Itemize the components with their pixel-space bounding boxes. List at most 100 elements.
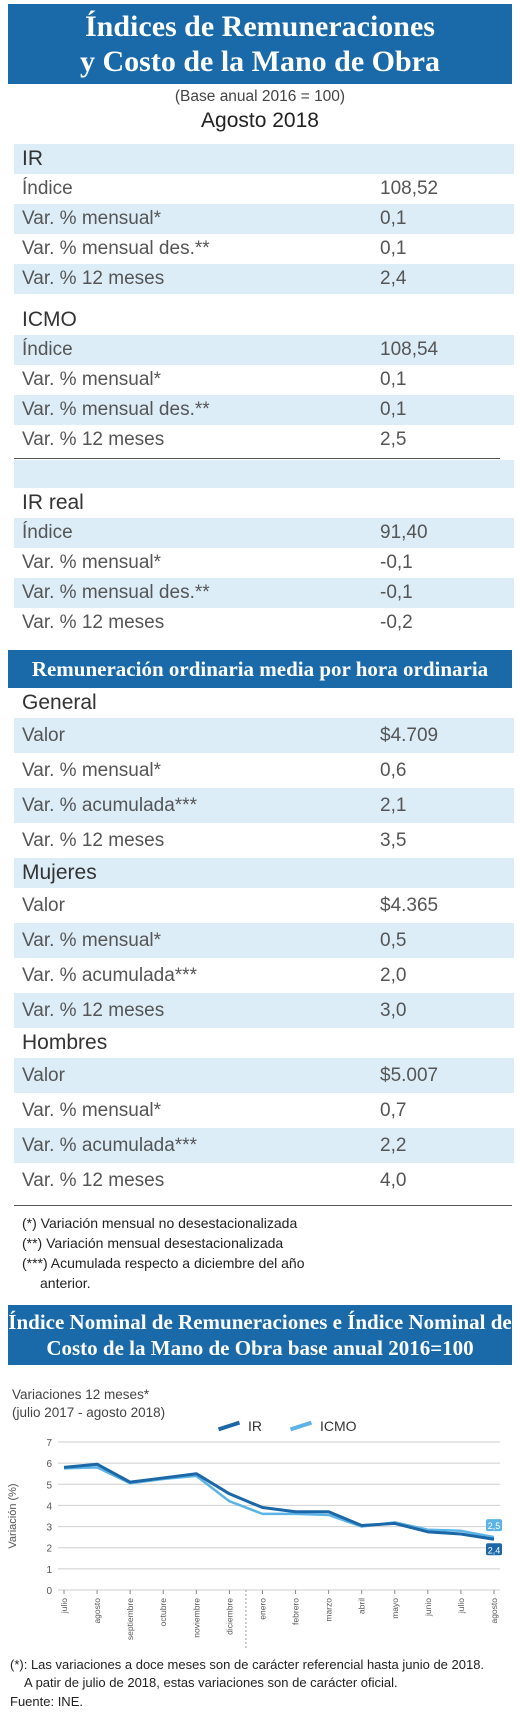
group-title: Hombres: [14, 1028, 514, 1058]
row-value: 0,1: [380, 238, 407, 259]
irreal-title: IR real: [14, 488, 514, 518]
row-value: 0,1: [380, 369, 407, 390]
notes: (*) Variación mensual no desestacionaliz…: [14, 1213, 514, 1293]
x-tick-label: enero: [257, 1598, 267, 1620]
x-tick-label: abril: [357, 1598, 367, 1614]
row-label: Var. % 12 meses: [22, 268, 165, 289]
row-value: 2,0: [380, 964, 407, 986]
note-2: (**) Variación mensual desestacionalizad…: [22, 1235, 284, 1251]
chart-title-line1: Índice Nominal de Remuneraciones e Índic…: [8, 1310, 512, 1334]
row-label: Índice: [22, 522, 73, 543]
note-3: (***) Acumulada respecto a diciembre del…: [22, 1255, 305, 1271]
row-label: Var. % acumulada***: [22, 964, 197, 986]
row-label: Var. % 12 meses: [22, 1169, 165, 1191]
x-tick-label: junio: [423, 1598, 433, 1617]
row-value: 0,6: [380, 759, 407, 781]
row-label: Valor: [22, 724, 65, 746]
row-value: 2,4: [380, 268, 407, 289]
group-title: General: [14, 688, 514, 718]
table-row: Var. % 12 meses 3,0: [14, 993, 514, 1028]
table-row: Valor $4.709: [14, 718, 514, 753]
row-value: $4.709: [380, 724, 439, 746]
row-label: Var. % mensual des.**: [22, 582, 210, 603]
irreal-title-label: IR real: [22, 491, 84, 514]
line-chart: 0 1 2 3 4 5 6 7 Variación (%) julio agosto septiemb…: [7, 1438, 502, 1650]
row-label: Var. % acumulada***: [22, 794, 197, 816]
series-line-ir: [63, 1462, 495, 1541]
row-label: Var. % acumulada***: [22, 1134, 197, 1156]
legend-icmo: ICMO: [289, 1418, 357, 1434]
row-value: 0,5: [380, 929, 407, 951]
row-label: Var. % mensual des.**: [22, 399, 210, 420]
legend-label-ir: IR: [248, 1418, 262, 1434]
row-value: 4,0: [380, 1169, 407, 1191]
row-label: Var. % 12 meses: [22, 612, 165, 633]
row-value: 91,40: [380, 522, 428, 543]
table-row: Var. % mensual des.** 0,1: [14, 395, 514, 425]
note-1: (*) Variación mensual no desestacionaliz…: [22, 1215, 298, 1231]
rem-table: General Valor $4.709 Var. % mensual* 0,6 V…: [14, 688, 514, 1198]
chart-footnote: (*): Las variaciones a doce meses son de…: [10, 1656, 515, 1692]
end-label-icmo: 2,5: [488, 1521, 501, 1531]
y-tick-label: 4: [46, 1501, 52, 1512]
row-value: 3,5: [380, 829, 407, 851]
divider: [14, 1205, 512, 1206]
row-value: -0,1: [380, 552, 413, 573]
group-title-label: Hombres: [22, 1031, 108, 1054]
row-value: 0,1: [380, 208, 407, 229]
icmo-title-label: ICMO: [22, 308, 77, 331]
x-tick-label: mayo: [390, 1598, 400, 1619]
end-label-ir: 2,4: [488, 1545, 501, 1555]
footnote-line1: (*): Las variaciones a doce meses son de…: [10, 1657, 485, 1672]
irreal-table: IR real Índice 91,40 Var. % mensual* -0,1 …: [14, 488, 514, 638]
row-label: Var. % mensual*: [22, 208, 162, 229]
row-label: Valor: [22, 1064, 65, 1086]
source: Fuente: INE.: [10, 1694, 83, 1709]
y-tick-label: 6: [46, 1459, 52, 1470]
table-row: Var. % 12 meses 2,5: [14, 425, 514, 455]
row-value: 108,52: [380, 178, 439, 199]
table-row: Var. % 12 meses 4,0: [14, 1163, 514, 1198]
table-row: Var. % mensual* 0,7: [14, 1093, 514, 1128]
table-row: Var. % 12 meses 3,5: [14, 823, 514, 858]
note-3-cont: anterior.: [40, 1275, 91, 1291]
row-value: -0,2: [380, 612, 413, 633]
table-row: Var. % mensual* 0,5: [14, 923, 514, 958]
spacer-band: [14, 460, 514, 488]
x-tick-label: agosto: [489, 1598, 499, 1624]
footnote-line2: A patir de julio de 2018, estas variacio…: [24, 1675, 398, 1690]
ir-title-label: IR: [22, 147, 43, 170]
x-tick-label: marzo: [324, 1598, 334, 1622]
table-row: Var. % mensual* 0,1: [14, 365, 514, 395]
x-tick-label: julio: [456, 1598, 466, 1614]
period-label: Agosto 2018: [201, 109, 319, 132]
ir-title: IR: [14, 144, 514, 174]
row-label: Var. % 12 meses: [22, 429, 165, 450]
row-value: $4.365: [380, 894, 439, 916]
row-label: Valor: [22, 894, 65, 916]
row-value: 3,0: [380, 999, 407, 1021]
table-row: Valor $4.365: [14, 888, 514, 923]
legend-label-icmo: ICMO: [320, 1418, 357, 1434]
row-label: Var. % 12 meses: [22, 999, 165, 1021]
y-tick-label: 0: [46, 1586, 52, 1597]
row-value: $5.007: [380, 1064, 439, 1086]
base-note: (Base anual 2016 = 100): [174, 88, 346, 105]
table-row: Var. % mensual* 0,1: [14, 204, 514, 234]
table-row: Var. % mensual des.** -0,1: [14, 578, 514, 608]
table-row: Var. % mensual* 0,6: [14, 753, 514, 788]
x-tick-label: agosto: [92, 1598, 102, 1624]
icmo-title: ICMO: [14, 305, 514, 335]
row-label: Var. % 12 meses: [22, 829, 165, 851]
y-axis-label: Variación (%): [7, 1483, 19, 1548]
x-tick-label: septiembre: [125, 1598, 135, 1640]
table-row: Var. % 12 meses 2,4: [14, 264, 514, 294]
chart-title-line2: Costo de la Mano de Obra base anual 2016…: [46, 1336, 474, 1360]
main-title-line1: Índices de Remuneraciones: [85, 10, 435, 43]
row-value: 2,5: [380, 429, 407, 450]
group-title: Mujeres: [14, 858, 514, 888]
table-row: Var. % acumulada*** 2,1: [14, 788, 514, 823]
row-value: 0,7: [380, 1099, 407, 1121]
table-row: Var. % acumulada*** 2,0: [14, 958, 514, 993]
table-row: Var. % 12 meses -0,2: [14, 608, 514, 638]
